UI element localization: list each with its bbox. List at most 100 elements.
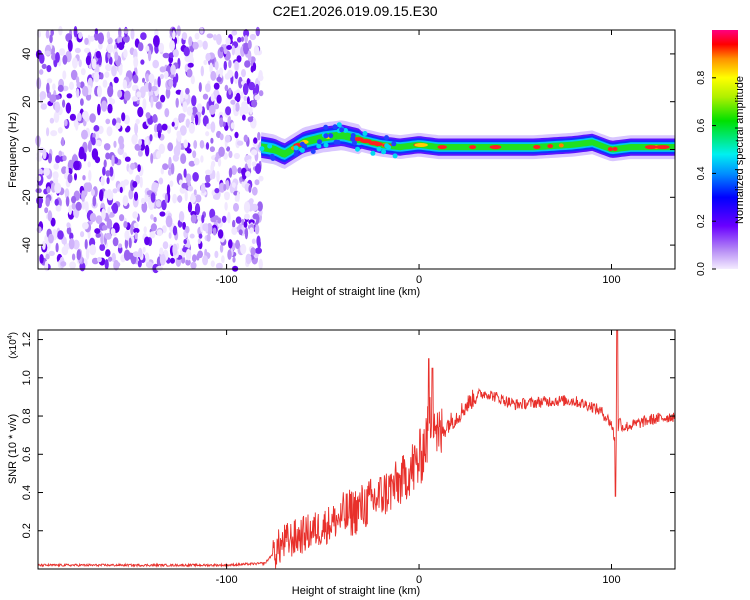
noise-blob	[55, 52, 60, 63]
noise-blob	[224, 84, 229, 92]
noise-blob	[257, 201, 263, 212]
noise-blob	[213, 82, 220, 90]
noise-blob	[219, 117, 224, 128]
noise-blob	[158, 42, 165, 53]
colorbar-ticks: 0.0 0.2 0.4 0.6 0.8	[696, 70, 716, 276]
noise-blob	[108, 56, 113, 66]
noise-blob	[166, 184, 171, 196]
noise-blob	[92, 133, 96, 139]
noise-blob	[80, 231, 85, 238]
noise-blob	[147, 49, 152, 62]
noise-blob	[243, 29, 250, 38]
noise-blob	[95, 215, 103, 225]
noise-blob	[188, 160, 196, 167]
noise-blob	[67, 173, 73, 184]
noise-blob	[66, 222, 71, 229]
noise-blob	[172, 243, 178, 256]
noise-blob	[97, 32, 105, 45]
noise-blob	[234, 70, 239, 80]
noise-blob	[245, 155, 252, 161]
noise-blob	[137, 42, 144, 52]
noise-blob	[156, 150, 161, 159]
noise-blob	[221, 215, 227, 223]
noise-blob	[162, 163, 169, 171]
noise-blob	[69, 261, 76, 270]
noise-blob	[206, 234, 211, 242]
noise-blob	[69, 232, 74, 241]
noise-blob	[36, 175, 42, 182]
noise-blob	[183, 239, 187, 245]
snr-panel: -100 0 100 0.2 0.4 0.6 0.8 1.0 1.2 Height of st…	[7, 329, 676, 597]
noise-blob	[133, 222, 139, 229]
noise-blob	[62, 155, 67, 162]
noise-blob	[235, 216, 242, 224]
noise-blob	[97, 103, 101, 116]
noise-blob	[210, 137, 214, 144]
signal-blob	[362, 131, 368, 136]
noise-blob	[245, 171, 251, 178]
noise-blob	[178, 179, 183, 185]
noise-blob	[95, 232, 101, 238]
noise-blob	[155, 101, 162, 110]
noise-blob	[102, 79, 108, 88]
noise-blob	[235, 239, 240, 250]
noise-blob	[126, 125, 131, 132]
noise-blob	[44, 50, 51, 56]
noise-blob	[211, 160, 216, 168]
signal-blob	[384, 135, 389, 141]
noise-blob	[55, 242, 59, 253]
noise-blob	[80, 98, 84, 106]
noise-blob	[82, 175, 86, 181]
noise-blob	[256, 235, 261, 247]
noise-blob	[255, 163, 262, 175]
noise-blob	[73, 208, 78, 218]
noise-blob	[169, 40, 176, 52]
noise-blob	[42, 149, 47, 160]
noise-blob	[160, 94, 166, 103]
noise-blob	[46, 78, 53, 84]
noise-blob	[78, 149, 85, 160]
noise-blob	[241, 69, 246, 78]
noise-blob	[102, 166, 106, 176]
noise-blob	[255, 26, 260, 37]
noise-blob	[103, 159, 107, 168]
noise-blob	[245, 253, 252, 265]
noise-blob	[113, 140, 117, 148]
noise-blob	[64, 188, 70, 199]
noise-blob	[237, 167, 242, 174]
noise-blob	[200, 222, 204, 233]
signal-peak	[373, 142, 383, 147]
snr-exponent-power: 4	[7, 335, 14, 339]
noise-blob	[42, 240, 46, 250]
noise-blob	[184, 189, 188, 202]
noise-blob	[94, 139, 102, 147]
spectrogram-y-ticks: -40 -20 0 20 40	[21, 48, 675, 253]
noise-blob	[228, 239, 233, 249]
noise-blob	[66, 226, 72, 235]
noise-blob	[111, 155, 115, 167]
noise-blob	[172, 49, 179, 58]
signal-peak	[547, 144, 553, 149]
snr-y-tick-label: 1.2	[21, 332, 33, 347]
noise-blob	[89, 244, 97, 256]
noise-blob	[250, 149, 258, 156]
signal-blob	[293, 151, 299, 157]
noise-blob	[158, 177, 164, 185]
noise-blob	[149, 134, 153, 142]
signal-blob	[310, 149, 316, 154]
noise-blob	[242, 102, 248, 113]
noise-blob	[58, 25, 63, 36]
noise-blob	[57, 127, 63, 134]
noise-blob	[121, 112, 126, 122]
noise-blob	[45, 253, 50, 260]
noise-blob	[161, 123, 168, 131]
noise-blob	[104, 232, 112, 240]
noise-blob	[118, 243, 123, 249]
noise-blob	[189, 233, 195, 239]
noise-blob	[246, 96, 250, 105]
noise-blob	[247, 116, 254, 123]
noise-blob	[132, 251, 140, 258]
noise-blob	[182, 221, 187, 230]
noise-blob	[254, 224, 260, 235]
signal-peak	[655, 145, 670, 150]
